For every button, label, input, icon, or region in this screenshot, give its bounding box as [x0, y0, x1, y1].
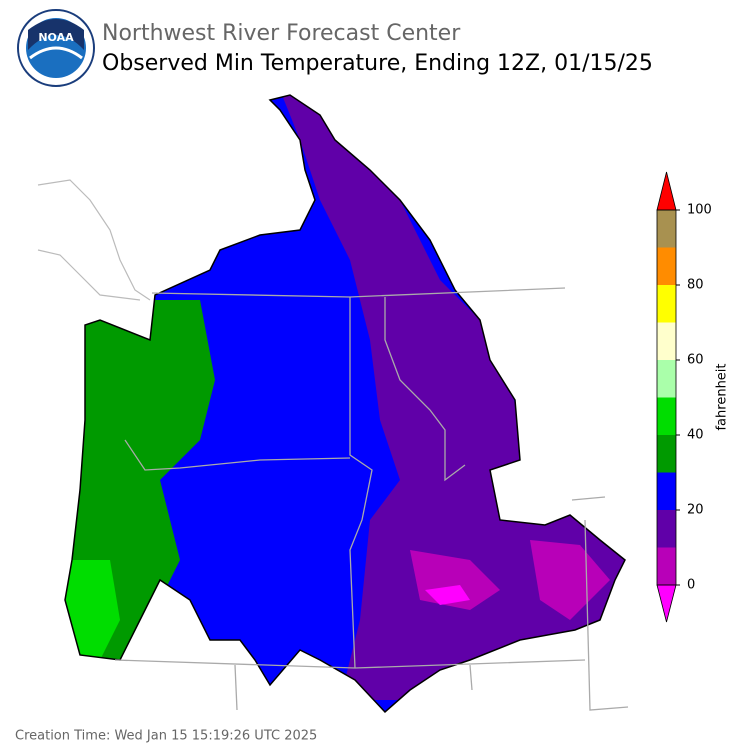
colorbar-segment [657, 472, 676, 510]
colorbar-segment [657, 435, 676, 473]
colorbar-segment [657, 285, 676, 323]
colorbar-tick-label: 20 [687, 503, 704, 518]
colorbar-segment [657, 510, 676, 548]
colorbar-segment [657, 360, 676, 398]
colorbar-tick-label: 100 [687, 203, 712, 218]
state-borders [114, 287, 629, 711]
colorbar-segment [657, 322, 676, 360]
colorbar-tick-label: 60 [687, 353, 704, 368]
coastline [37, 179, 151, 301]
colorbar-segment [657, 210, 676, 248]
agency-title: Northwest River Forecast Center [102, 21, 461, 46]
colorbar-label: fahrenheit [715, 363, 730, 430]
colorbar: 0 20 40 60 80 100 [656, 171, 712, 623]
colorbar-segment [657, 547, 676, 585]
colorbar-tick-label: 80 [687, 278, 704, 293]
logo-text: NOAA [38, 31, 74, 44]
colorbar-tick-label: 40 [687, 428, 704, 443]
colorbar-frame [656, 209, 677, 586]
map-title: Observed Min Temperature, Ending 12Z, 01… [102, 51, 653, 76]
colorbar-segment [657, 247, 676, 285]
colorbar-tick-label: 0 [687, 578, 695, 593]
logo: NOAA [17, 9, 95, 87]
creation-time: Creation Time: Wed Jan 15 15:19:26 UTC 2… [15, 729, 317, 744]
colorbar-segment [657, 397, 676, 435]
